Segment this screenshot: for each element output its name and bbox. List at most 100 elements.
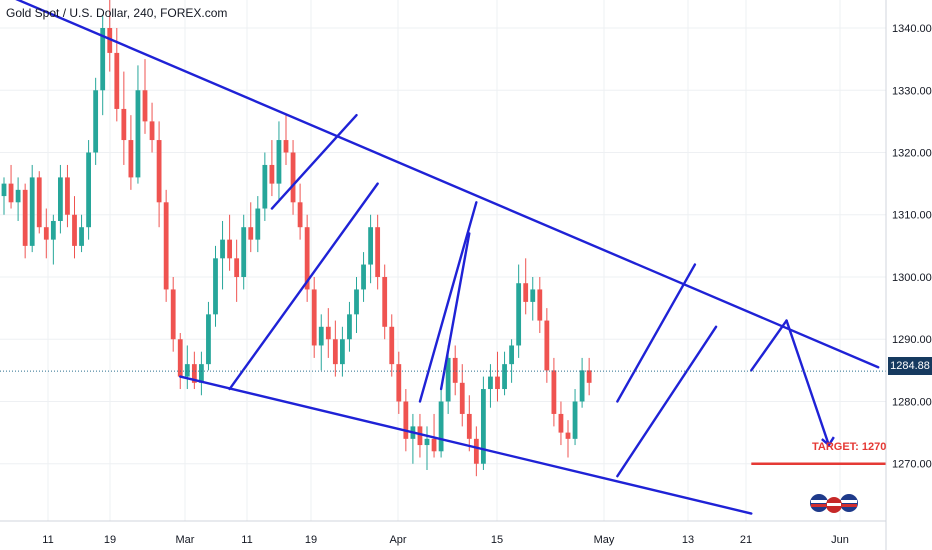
candle-body [199, 364, 204, 383]
candle-body [255, 208, 261, 240]
y-tick-label: 1320.00 [892, 148, 932, 160]
candle-body [459, 382, 465, 414]
candle-body [15, 189, 21, 203]
candle-body [431, 438, 437, 452]
y-tick-label: 1310.00 [892, 210, 932, 222]
chart-grid [0, 0, 886, 521]
candle-body [248, 227, 254, 240]
candle-body [206, 314, 211, 365]
candle-body [325, 326, 331, 340]
candle-body [565, 432, 571, 439]
candle-body [43, 227, 49, 240]
candle-body [241, 227, 247, 277]
y-tick-label: 1270.00 [892, 459, 932, 471]
candle-body [473, 438, 479, 464]
trend-drawings [0, 0, 886, 515]
candle-body [93, 90, 99, 153]
candle-body [537, 289, 543, 321]
candle-body [121, 108, 127, 141]
y-tick-label: 1300.00 [892, 272, 932, 284]
current-price-tag: 1284.88 [888, 357, 932, 375]
candle-body [114, 52, 120, 109]
wedge-lower-line [179, 375, 753, 515]
x-tick-label: 19 [104, 534, 116, 546]
candle-body [502, 364, 507, 390]
candle-body [572, 401, 578, 439]
candle-body [79, 227, 84, 246]
x-tick-label: Jun [831, 534, 849, 546]
x-tick-label: 21 [740, 534, 752, 546]
channel-1-line [228, 182, 379, 391]
y-tick-label: 1330.00 [892, 85, 932, 97]
candle-body [481, 389, 486, 464]
x-tick-label: Apr [389, 534, 406, 546]
projection-down-line [785, 319, 831, 447]
candle-body [234, 258, 240, 277]
candle-body [283, 140, 289, 153]
candle-body [290, 152, 296, 203]
y-tick-label: 1290.00 [892, 334, 932, 346]
candle-body [530, 289, 536, 302]
x-tick-label: 11 [241, 534, 252, 546]
candle-body [304, 227, 310, 290]
candle-body [368, 227, 373, 265]
candle-body [375, 227, 381, 277]
x-tick-label: 13 [682, 534, 694, 546]
target-label: TARGET: 1270 [812, 441, 887, 453]
y-tick-label: 1340.00 [892, 23, 932, 35]
x-tick-label: 15 [491, 534, 503, 546]
candle-body [50, 220, 56, 240]
projection-arrowhead [821, 436, 835, 447]
x-tick-label: 19 [305, 534, 317, 546]
candle-body [488, 376, 493, 390]
channel-4-line [439, 232, 471, 391]
candle-body [8, 183, 14, 203]
candle-body [297, 202, 303, 228]
candle-body [438, 401, 444, 452]
candle-body [86, 152, 91, 228]
candle-body [58, 177, 63, 221]
candle-body [1, 183, 7, 197]
candle-body [361, 264, 366, 290]
candle-body [424, 438, 430, 446]
candle-body [100, 28, 106, 91]
candle-body [149, 121, 155, 141]
candle-body [269, 164, 275, 184]
channel-2-line [270, 113, 358, 210]
y-tick-label: 1280.00 [892, 396, 932, 408]
candle-body [184, 364, 190, 377]
candle-body [262, 164, 268, 209]
candle-body [135, 90, 141, 178]
channel-3-line [418, 201, 478, 403]
channel-5-line [616, 325, 718, 478]
candle-body [516, 283, 522, 346]
projection-up-line [750, 319, 788, 372]
candle-body [396, 364, 402, 402]
candle-body [551, 370, 557, 414]
candle-body [509, 345, 514, 365]
candle-body [382, 276, 388, 327]
candle-body [495, 376, 500, 390]
candle-body [156, 140, 162, 203]
wedge-upper-line [15, 0, 880, 369]
flag-badge-icon[interactable] [808, 490, 860, 516]
candle-body [347, 314, 352, 340]
candle-body [311, 289, 317, 346]
candle-body [332, 339, 338, 365]
candle-body [36, 177, 42, 228]
candle-body [65, 177, 70, 215]
candle-body [163, 202, 169, 290]
candle-body [523, 283, 529, 302]
chart-title: Gold Spot / U.S. Dollar, 240, FOREX.com [6, 6, 228, 20]
candle-body [318, 326, 324, 346]
candle-body [213, 258, 218, 315]
candle-body [276, 140, 282, 184]
candle-body [466, 413, 472, 439]
candle-body [191, 364, 197, 383]
x-tick-label: 11 [42, 534, 53, 546]
candlestick-series [1, 0, 592, 477]
candle-body [579, 370, 585, 402]
candle-body [220, 239, 225, 259]
candle-body [107, 28, 113, 53]
